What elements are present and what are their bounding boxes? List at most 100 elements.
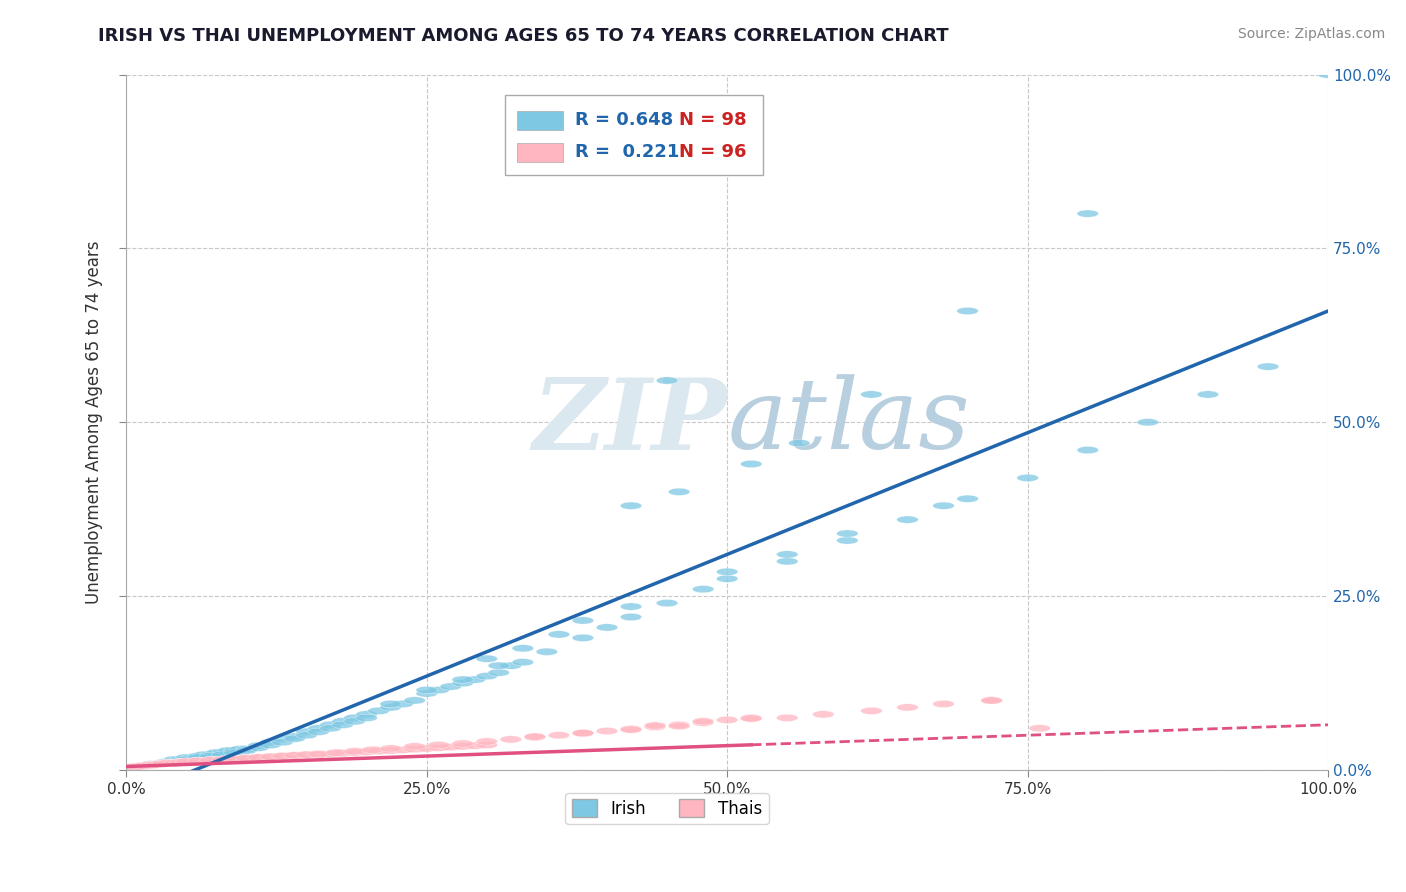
Ellipse shape	[416, 745, 437, 752]
Ellipse shape	[121, 764, 143, 771]
Ellipse shape	[356, 748, 377, 756]
Ellipse shape	[139, 761, 162, 768]
Ellipse shape	[451, 676, 474, 683]
Ellipse shape	[128, 763, 149, 770]
Ellipse shape	[343, 747, 366, 755]
Ellipse shape	[332, 749, 353, 757]
Ellipse shape	[692, 585, 714, 593]
Ellipse shape	[620, 725, 643, 732]
Ellipse shape	[319, 750, 342, 757]
Ellipse shape	[295, 751, 318, 758]
Ellipse shape	[657, 377, 678, 384]
Ellipse shape	[368, 747, 389, 755]
Ellipse shape	[512, 658, 534, 665]
Ellipse shape	[427, 744, 450, 751]
Ellipse shape	[620, 726, 643, 733]
Legend: Irish, Thais: Irish, Thais	[565, 793, 769, 824]
Ellipse shape	[501, 736, 522, 743]
Ellipse shape	[501, 662, 522, 669]
Ellipse shape	[271, 735, 294, 742]
Ellipse shape	[392, 700, 413, 707]
Ellipse shape	[236, 746, 257, 753]
Ellipse shape	[308, 751, 329, 758]
FancyBboxPatch shape	[517, 143, 562, 162]
Ellipse shape	[897, 704, 918, 711]
Ellipse shape	[157, 759, 179, 767]
Ellipse shape	[837, 537, 858, 544]
Ellipse shape	[247, 754, 269, 761]
Ellipse shape	[152, 759, 173, 767]
Ellipse shape	[163, 756, 186, 764]
Ellipse shape	[1257, 363, 1279, 370]
Ellipse shape	[152, 759, 173, 767]
Ellipse shape	[218, 756, 239, 764]
Ellipse shape	[741, 714, 762, 723]
Ellipse shape	[187, 753, 209, 760]
Ellipse shape	[451, 680, 474, 687]
Ellipse shape	[692, 719, 714, 726]
Text: ZIP: ZIP	[533, 374, 727, 470]
Ellipse shape	[284, 752, 305, 759]
Ellipse shape	[205, 749, 228, 756]
Ellipse shape	[1029, 724, 1050, 732]
Ellipse shape	[717, 716, 738, 723]
Text: N = 96: N = 96	[679, 144, 747, 161]
Ellipse shape	[572, 730, 593, 737]
Ellipse shape	[343, 718, 366, 725]
Ellipse shape	[187, 757, 209, 764]
Ellipse shape	[332, 718, 353, 725]
Ellipse shape	[224, 756, 245, 763]
Ellipse shape	[380, 704, 402, 711]
Ellipse shape	[247, 744, 269, 751]
Ellipse shape	[229, 756, 252, 763]
Ellipse shape	[1317, 70, 1339, 78]
FancyBboxPatch shape	[505, 95, 763, 176]
Ellipse shape	[236, 755, 257, 762]
Ellipse shape	[218, 747, 239, 754]
Ellipse shape	[837, 530, 858, 537]
Ellipse shape	[247, 742, 269, 749]
Ellipse shape	[380, 700, 402, 707]
Ellipse shape	[170, 759, 191, 766]
Ellipse shape	[620, 603, 643, 610]
Ellipse shape	[813, 711, 834, 718]
Ellipse shape	[741, 714, 762, 722]
Ellipse shape	[404, 746, 426, 753]
Ellipse shape	[1077, 446, 1098, 454]
Ellipse shape	[776, 550, 799, 558]
Ellipse shape	[319, 721, 342, 729]
Ellipse shape	[572, 730, 593, 737]
Ellipse shape	[260, 753, 281, 761]
Ellipse shape	[200, 753, 221, 760]
Ellipse shape	[211, 756, 233, 764]
Ellipse shape	[134, 762, 155, 770]
Ellipse shape	[121, 764, 143, 771]
Ellipse shape	[464, 742, 485, 749]
Ellipse shape	[1077, 210, 1098, 218]
Text: IRISH VS THAI UNEMPLOYMENT AMONG AGES 65 TO 74 YEARS CORRELATION CHART: IRISH VS THAI UNEMPLOYMENT AMONG AGES 65…	[98, 27, 949, 45]
Ellipse shape	[668, 721, 690, 729]
Ellipse shape	[789, 440, 810, 447]
Ellipse shape	[157, 759, 179, 767]
Ellipse shape	[932, 502, 955, 509]
Ellipse shape	[211, 756, 233, 764]
Ellipse shape	[416, 690, 437, 698]
Ellipse shape	[956, 495, 979, 502]
Ellipse shape	[134, 762, 155, 770]
Ellipse shape	[897, 516, 918, 524]
Ellipse shape	[392, 747, 413, 754]
Ellipse shape	[157, 758, 179, 765]
Ellipse shape	[211, 751, 233, 758]
Ellipse shape	[477, 738, 498, 745]
Ellipse shape	[308, 750, 329, 757]
Ellipse shape	[236, 747, 257, 754]
Ellipse shape	[152, 760, 173, 767]
Ellipse shape	[356, 714, 377, 722]
Ellipse shape	[572, 730, 593, 737]
Ellipse shape	[224, 747, 245, 754]
Ellipse shape	[427, 686, 450, 694]
Ellipse shape	[644, 722, 666, 729]
Ellipse shape	[451, 743, 474, 750]
Ellipse shape	[548, 631, 569, 638]
Ellipse shape	[548, 731, 569, 739]
